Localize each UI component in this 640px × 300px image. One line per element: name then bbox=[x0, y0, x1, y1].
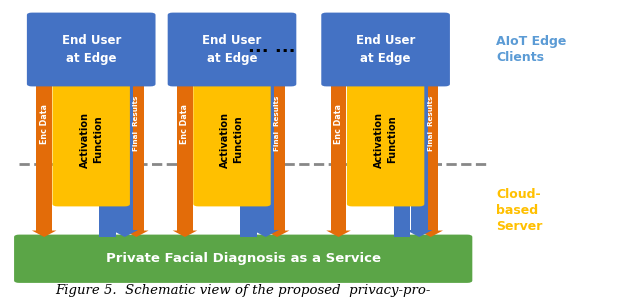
Polygon shape bbox=[124, 230, 148, 237]
Text: Figure 5.  Schematic view of the proposed  privacy-pro-: Figure 5. Schematic view of the proposed… bbox=[56, 284, 431, 297]
Text: Activation
Function: Activation Function bbox=[79, 112, 103, 167]
Polygon shape bbox=[32, 230, 56, 237]
Text: Final  Results: Final Results bbox=[428, 96, 434, 152]
Polygon shape bbox=[235, 50, 262, 56]
Bar bbox=[423, 84, 438, 232]
FancyBboxPatch shape bbox=[347, 73, 424, 206]
Bar bbox=[177, 84, 193, 232]
Bar bbox=[331, 84, 346, 232]
Text: End User
at Edge: End User at Edge bbox=[202, 34, 262, 65]
Polygon shape bbox=[94, 50, 121, 56]
Bar bbox=[129, 84, 144, 232]
Polygon shape bbox=[111, 230, 138, 237]
Polygon shape bbox=[419, 230, 443, 237]
Text: Enc Data: Enc Data bbox=[334, 104, 343, 144]
Text: Enc Data: Enc Data bbox=[40, 104, 49, 144]
Bar bbox=[411, 50, 428, 232]
Bar bbox=[394, 55, 410, 237]
Text: Activation
Function: Activation Function bbox=[374, 112, 397, 167]
Text: End User
at Edge: End User at Edge bbox=[356, 34, 415, 65]
Text: AIoT Edge
Clients: AIoT Edge Clients bbox=[496, 35, 566, 64]
Bar bbox=[99, 55, 116, 237]
Bar bbox=[116, 50, 133, 232]
Text: Cloud-
based
Server: Cloud- based Server bbox=[496, 188, 542, 232]
Bar bbox=[240, 55, 257, 237]
Bar bbox=[257, 50, 274, 232]
Text: ... ...: ... ... bbox=[248, 38, 296, 56]
FancyBboxPatch shape bbox=[27, 13, 156, 86]
Bar bbox=[269, 84, 285, 232]
Text: Activation
Function: Activation Function bbox=[220, 112, 244, 167]
FancyBboxPatch shape bbox=[321, 13, 450, 86]
Polygon shape bbox=[173, 230, 197, 237]
FancyBboxPatch shape bbox=[14, 235, 472, 283]
Text: Final  Results: Final Results bbox=[274, 96, 280, 152]
Text: Enc Data: Enc Data bbox=[180, 104, 189, 144]
Text: End User
at Edge: End User at Edge bbox=[61, 34, 121, 65]
Bar bbox=[36, 84, 52, 232]
Polygon shape bbox=[326, 230, 351, 237]
Polygon shape bbox=[252, 230, 279, 237]
FancyBboxPatch shape bbox=[52, 73, 130, 206]
FancyBboxPatch shape bbox=[168, 13, 296, 86]
FancyBboxPatch shape bbox=[193, 73, 271, 206]
Polygon shape bbox=[388, 50, 415, 56]
Text: Final  Results: Final Results bbox=[133, 96, 140, 152]
Text: Private Facial Diagnosis as a Service: Private Facial Diagnosis as a Service bbox=[106, 252, 381, 265]
Polygon shape bbox=[265, 230, 289, 237]
Polygon shape bbox=[406, 230, 433, 237]
